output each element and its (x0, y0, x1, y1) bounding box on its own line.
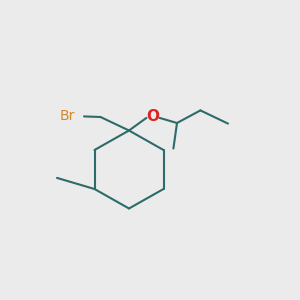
Text: Br: Br (60, 110, 75, 123)
Text: O: O (146, 109, 160, 124)
